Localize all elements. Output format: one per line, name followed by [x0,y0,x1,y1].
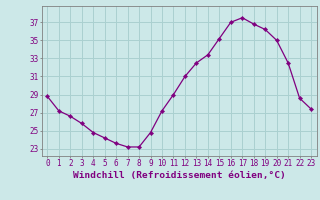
X-axis label: Windchill (Refroidissement éolien,°C): Windchill (Refroidissement éolien,°C) [73,171,285,180]
